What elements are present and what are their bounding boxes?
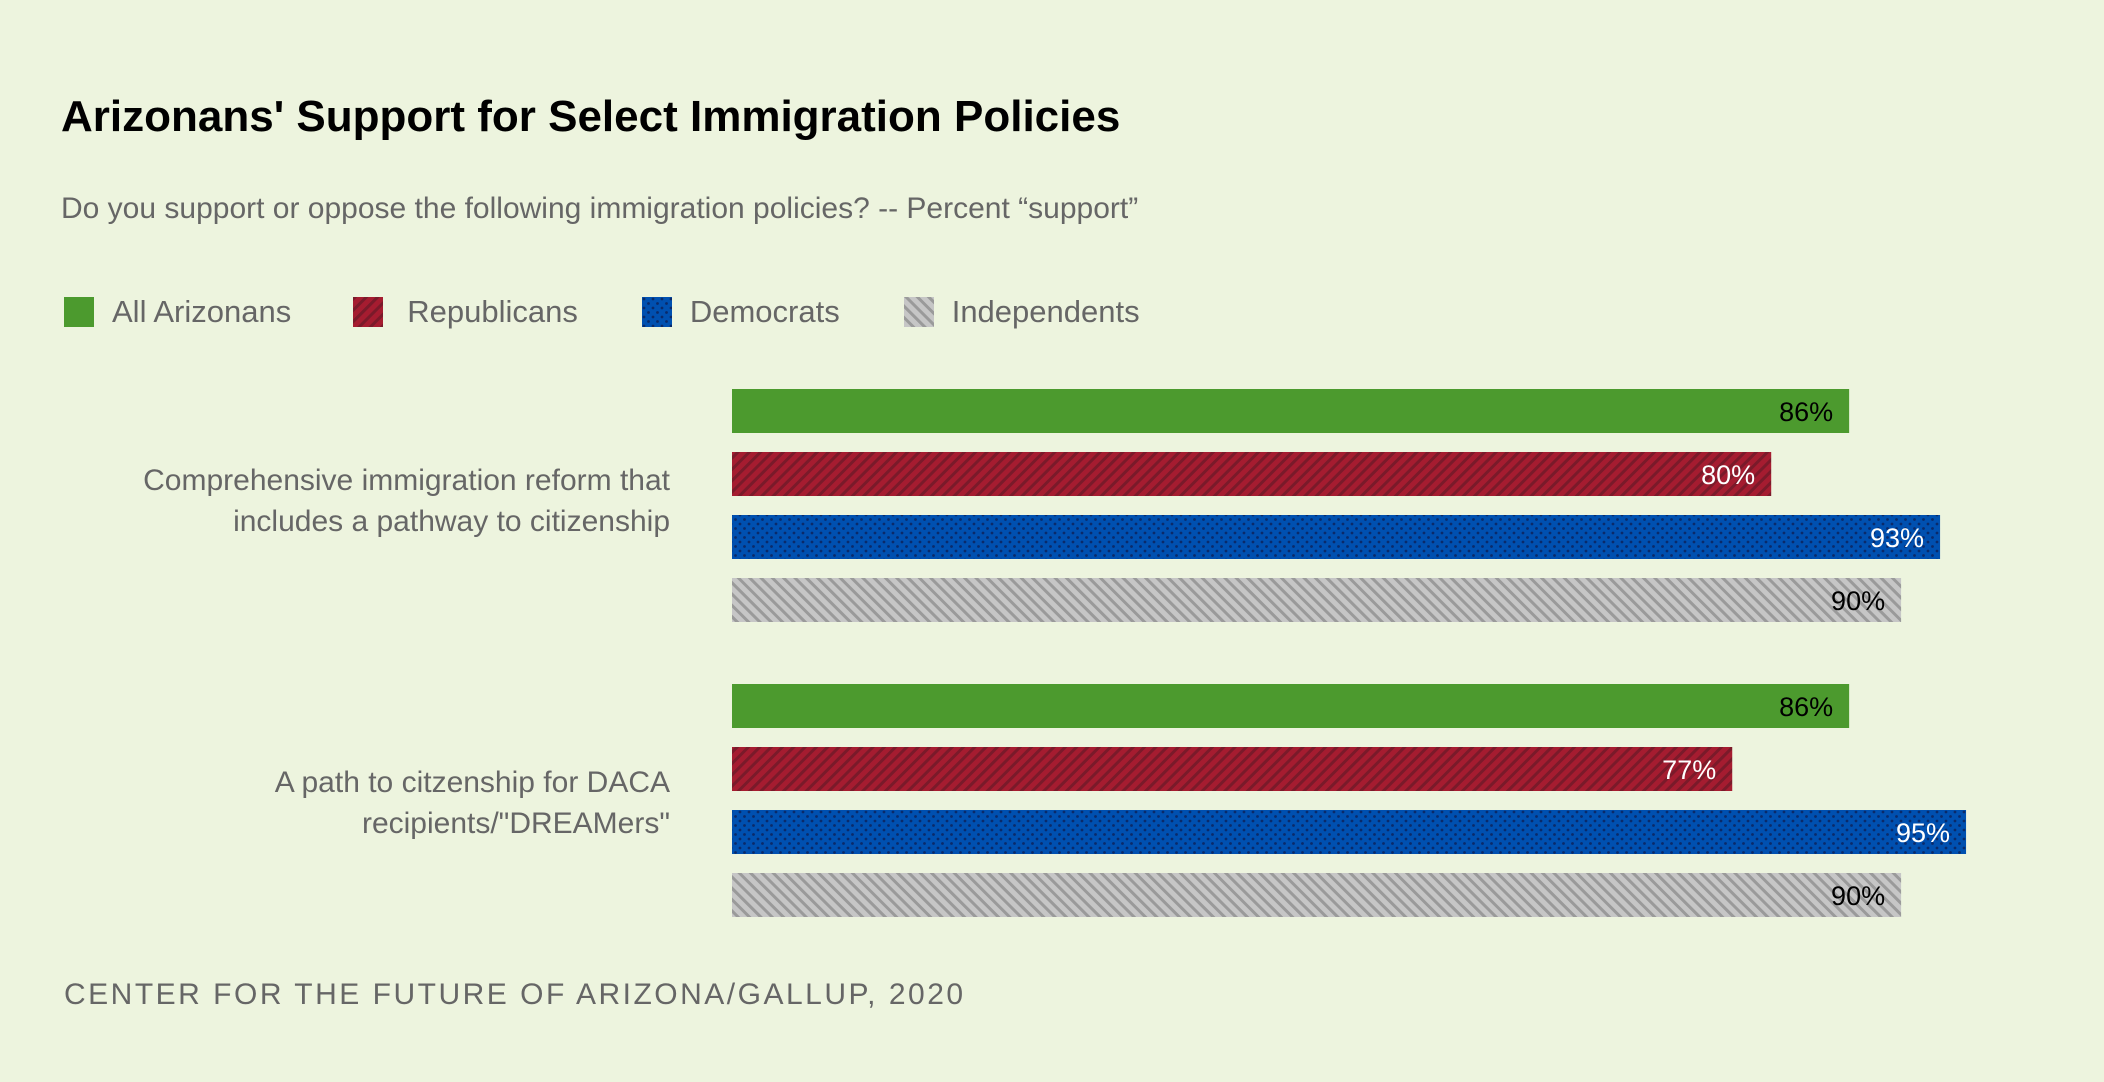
- legend-swatch-democrats: [641, 297, 672, 327]
- bar-independents-1: [732, 873, 1902, 917]
- bar-all-arizonans-0: [732, 389, 1850, 433]
- category-label-0: Comprehensive immigration reform that in…: [0, 460, 670, 542]
- data-label: 93%: [1870, 523, 1924, 553]
- legend: All Arizonans Republicans Democrats Inde…: [64, 294, 1204, 330]
- legend-swatch-republicans: [353, 297, 384, 327]
- chart-title: Arizonans' Support for Select Immigratio…: [61, 92, 1121, 141]
- legend-swatch-independents: [903, 297, 934, 327]
- category-label-line: includes a pathway to citizenship: [233, 505, 670, 538]
- data-label: 86%: [1779, 397, 1833, 427]
- legend-swatch-all-arizonans: [64, 297, 94, 327]
- data-label: 77%: [1662, 755, 1716, 785]
- bar-democrats-0: [732, 515, 1941, 559]
- legend-label: Republicans: [407, 294, 578, 329]
- legend-item-republicans: Republicans: [353, 294, 578, 330]
- legend-label: Independents: [951, 294, 1140, 329]
- category-label-line: Comprehensive immigration reform that: [143, 464, 670, 497]
- legend-item-all-arizonans: All Arizonans: [64, 294, 291, 330]
- data-label: 90%: [1831, 881, 1885, 911]
- legend-label: Democrats: [689, 294, 840, 329]
- legend-item-democrats: Democrats: [641, 294, 840, 330]
- category-label-line: recipients/"DREAMers": [361, 807, 670, 840]
- chart-subtitle: Do you support or oppose the following i…: [61, 192, 1139, 225]
- data-label: 95%: [1896, 818, 1950, 848]
- data-label: 86%: [1779, 692, 1833, 722]
- data-label: 90%: [1831, 586, 1885, 616]
- bar-republicans-0: [732, 452, 1772, 496]
- bar-independents-0: [732, 578, 1902, 622]
- bar-all-arizonans-1: [732, 684, 1850, 728]
- bar-republicans-1: [732, 747, 1733, 791]
- bar-democrats-1: [732, 810, 1967, 854]
- data-label: 80%: [1701, 460, 1755, 490]
- category-label-1: A path to citzenship for DACA recipients…: [0, 762, 670, 844]
- source-note: CENTER FOR THE FUTURE OF ARIZONA/GALLUP,…: [64, 978, 966, 1011]
- category-label-line: A path to citzenship for DACA: [274, 766, 670, 799]
- legend-label: All Arizonans: [112, 294, 292, 329]
- legend-item-independents: Independents: [903, 294, 1140, 330]
